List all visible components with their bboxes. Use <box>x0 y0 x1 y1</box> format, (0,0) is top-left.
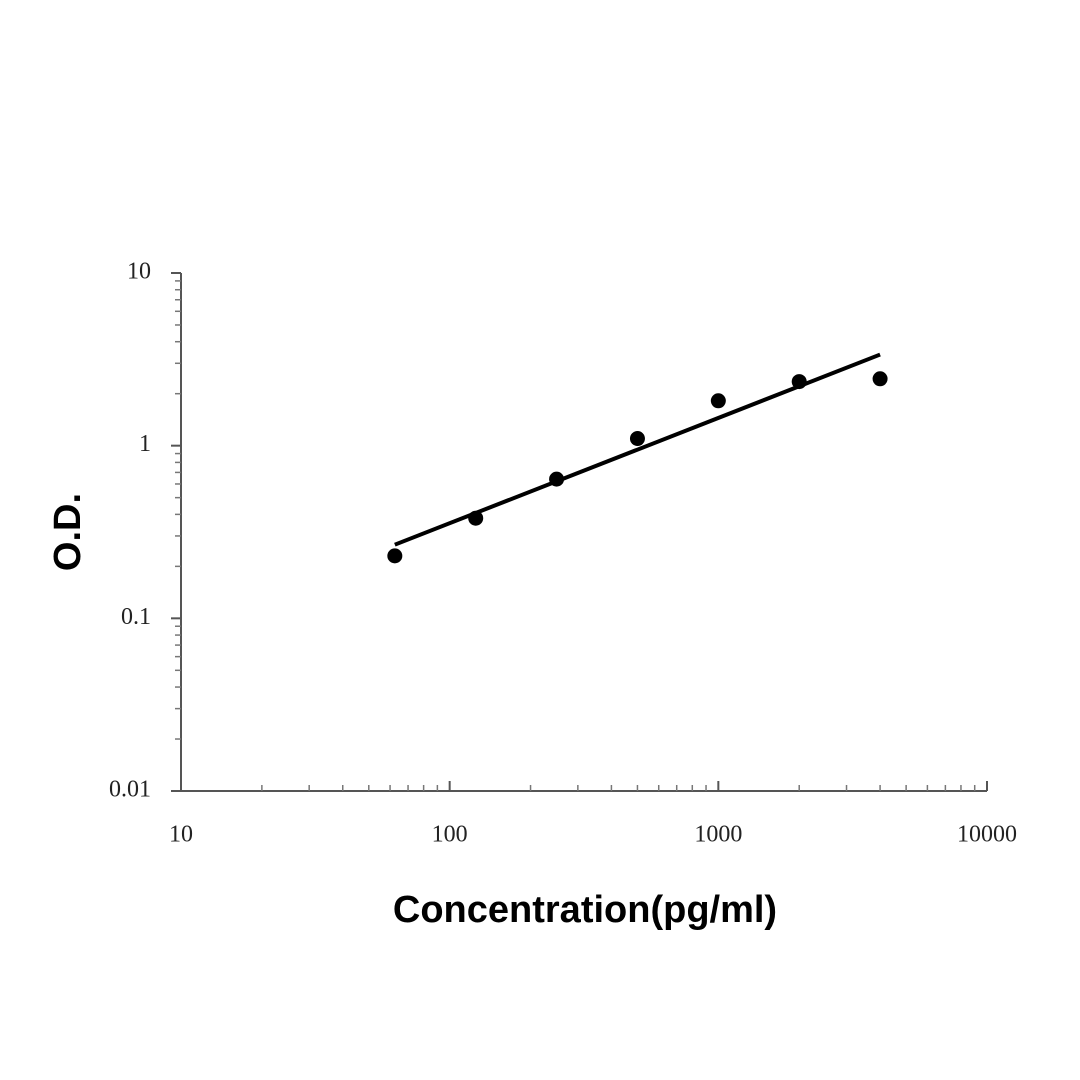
x-tick-label: 10 <box>169 822 193 848</box>
x-tick-label: 1000 <box>694 822 742 848</box>
y-tick-label: 10 <box>127 259 151 285</box>
y-tick-label: 0.1 <box>121 604 151 630</box>
y-axis-title: O.D. <box>47 493 89 571</box>
data-point <box>872 371 888 387</box>
data-point <box>387 548 403 564</box>
y-tick-label: 0.01 <box>109 777 151 803</box>
y-tick-label: 1 <box>139 431 151 457</box>
data-point <box>710 393 726 409</box>
x-axis-title: Concentration(pg/ml) <box>393 889 777 931</box>
x-tick-label: 10000 <box>957 822 1017 848</box>
data-point <box>629 431 645 447</box>
data-point <box>549 471 565 487</box>
x-tick-label: 100 <box>432 822 468 848</box>
data-point <box>468 510 484 526</box>
data-point <box>791 374 807 390</box>
